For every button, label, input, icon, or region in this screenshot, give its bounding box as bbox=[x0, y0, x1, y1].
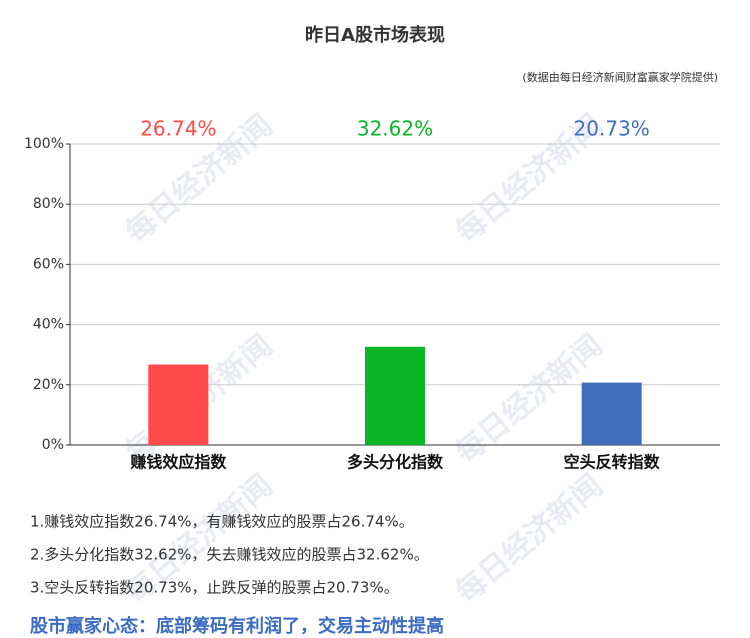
y-tick-label: 40% bbox=[33, 317, 64, 333]
y-tick-label: 20% bbox=[33, 377, 64, 393]
note: 3.空头反转指数20.73%，止跌反弹的股票占20.73%。 bbox=[30, 579, 399, 597]
footer: 股市赢家心态：底部筹码有利润了，交易主动性提高 bbox=[29, 615, 444, 637]
x-tick-label: 赚钱效应指数 bbox=[129, 453, 227, 472]
source-note: (数据由每日经济新闻财富赢家学院提供) bbox=[522, 70, 718, 84]
value-label: 20.73% bbox=[574, 117, 650, 141]
y-tick-label: 100% bbox=[24, 136, 64, 152]
bar bbox=[365, 346, 425, 445]
x-tick-label: 空头反转指数 bbox=[564, 453, 661, 472]
note: 1.赚钱效应指数26.74%，有赚钱效应的股票占26.74%。 bbox=[30, 513, 414, 531]
value-label: 26.74% bbox=[140, 117, 216, 141]
value-label: 32.62% bbox=[357, 117, 433, 141]
chart-title: 昨日A股市场表现 bbox=[305, 24, 445, 46]
y-tick-label: 60% bbox=[33, 256, 64, 272]
y-tick-label: 80% bbox=[33, 196, 64, 212]
bar bbox=[581, 382, 642, 445]
bar bbox=[148, 364, 209, 445]
y-tick-label: 0% bbox=[42, 437, 64, 453]
note: 2.多头分化指数32.62%，失去赚钱效应的股票占32.62%。 bbox=[30, 546, 429, 564]
x-tick-label: 多头分化指数 bbox=[347, 453, 444, 472]
